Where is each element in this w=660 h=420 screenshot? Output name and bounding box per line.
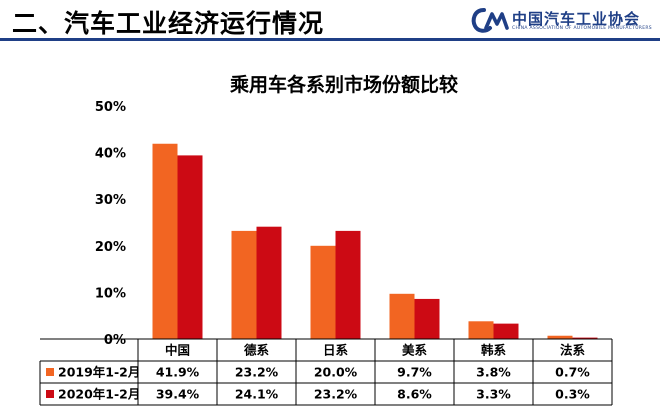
bar-2019 (152, 143, 178, 339)
x-category-label: 韩系 (481, 343, 507, 358)
bar-2019 (310, 245, 336, 339)
data-label: 23.2% (235, 365, 279, 380)
bar-2019 (547, 335, 573, 339)
y-tick-label: 10% (95, 286, 126, 301)
x-category-label: 法系 (560, 343, 586, 358)
legend-series-name: 2020年1-2月 (58, 387, 140, 402)
data-label: 23.2% (314, 387, 358, 402)
header: 二、汽车工业经济运行情况 中国汽车工业协会 CHINA ASSOCIATION … (0, 0, 660, 42)
bar-2019 (231, 230, 257, 339)
x-category-label: 中国 (165, 343, 190, 358)
data-label: 24.1% (235, 387, 279, 402)
logo: 中国汽车工业协会 CHINA ASSOCIATION OF AUTOMOBILE… (470, 6, 658, 36)
data-label: 9.7% (397, 365, 432, 380)
page-title: 二、汽车工业经济运行情况 (12, 9, 325, 38)
y-tick-label: 0% (104, 333, 126, 348)
x-category-label: 日系 (323, 343, 349, 358)
data-label: 0.7% (555, 365, 590, 380)
caam-logo-icon (471, 8, 509, 33)
bar-2020 (335, 230, 361, 339)
chart-title: 乘用车各系别市场份额比较 (229, 73, 458, 96)
legend-swatch (46, 390, 54, 398)
bars (152, 143, 598, 339)
bar-2019 (468, 321, 494, 339)
y-tick-label: 30% (95, 193, 126, 208)
bar-2019 (389, 293, 415, 339)
data-label: 20.0% (314, 365, 358, 380)
data-label: 8.6% (397, 387, 432, 402)
bar-2020 (493, 323, 519, 339)
bar-2020 (177, 155, 203, 339)
x-category-label: 德系 (244, 343, 270, 358)
data-label: 39.4% (156, 387, 200, 402)
bar-2020 (414, 298, 440, 339)
y-tick-label: 20% (95, 240, 126, 255)
data-table: 中国 德系 日系 美系 韩系 法系 2019年1-2月 41.9% 23.2% 20.0% 9.7%… (39, 338, 613, 406)
y-axis-ticks: 0% 10% 20% 30% 40% 50% (95, 100, 126, 348)
x-category-label: 美系 (402, 343, 428, 358)
title-divider (0, 38, 660, 41)
data-label: 3.8% (476, 365, 511, 380)
bar-2020 (572, 337, 598, 339)
legend-swatch (46, 368, 54, 376)
legend-series-name: 2019年1-2月 (58, 365, 140, 380)
y-tick-label: 50% (95, 100, 126, 115)
y-tick-label: 40% (95, 147, 126, 162)
bar-2020 (256, 226, 282, 339)
data-label: 41.9% (156, 365, 200, 380)
data-label: 3.3% (476, 387, 511, 402)
logo-name: 中国汽车工业协会 (512, 10, 641, 28)
data-label: 0.3% (555, 387, 590, 402)
logo-subtitle: CHINA ASSOCIATION OF AUTOMOBILE MANUFACT… (512, 26, 652, 31)
